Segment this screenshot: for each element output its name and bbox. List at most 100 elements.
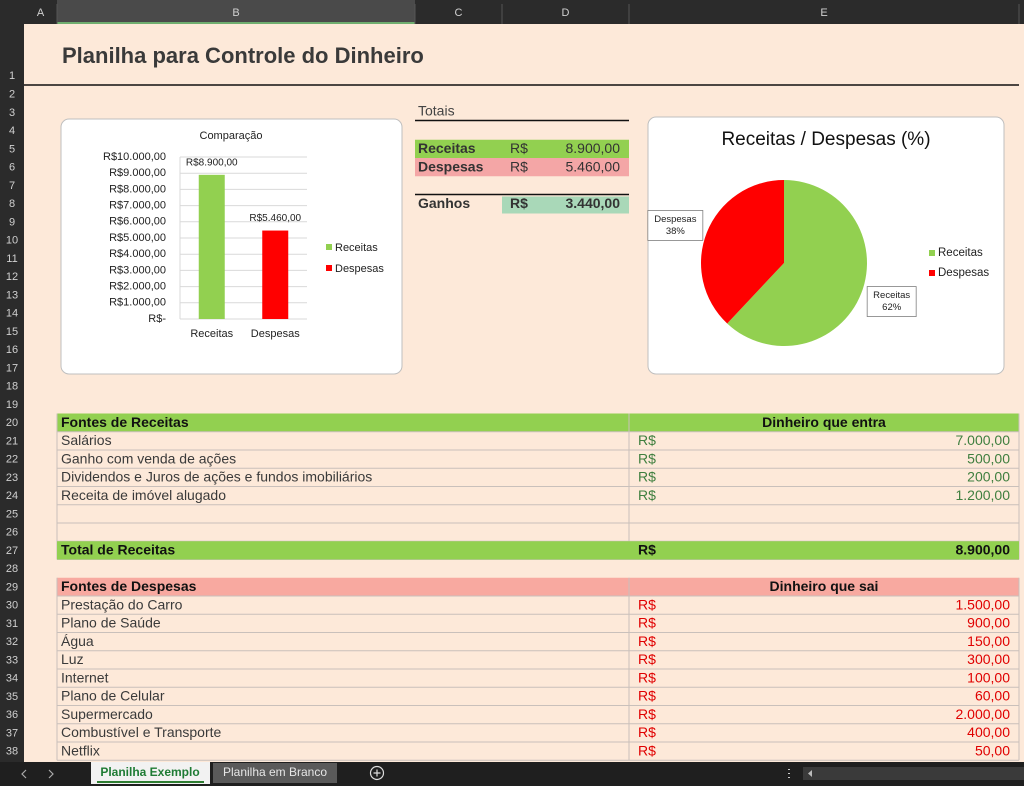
- row-header: 28: [6, 563, 18, 575]
- add-sheet-plus: [373, 769, 381, 777]
- pie-callout-name: Despesas: [654, 214, 696, 225]
- cell-text: Água: [61, 633, 94, 649]
- x-tick-label: Receitas: [190, 328, 233, 340]
- scroll-left-arrow[interactable]: [808, 770, 812, 777]
- totals-currency: R$: [510, 195, 528, 211]
- legend-swatch: [326, 265, 332, 271]
- legend-swatch: [929, 250, 935, 256]
- cell-text: Netflix: [61, 742, 100, 758]
- row-header: 1: [9, 70, 15, 82]
- totals-value: 3.440,00: [566, 195, 621, 211]
- cell-currency: R$: [638, 742, 656, 758]
- table-header-fill: [57, 413, 1019, 432]
- cell-currency: R$: [638, 688, 656, 704]
- pie-callout-value: 38%: [666, 226, 686, 237]
- selected-column-marker: [57, 22, 415, 24]
- row-header: 36: [6, 709, 18, 721]
- sheet-title: Planilha para Controle do Dinheiro: [62, 43, 424, 68]
- row-header: 13: [6, 289, 18, 301]
- cell-currency: R$: [638, 633, 656, 649]
- totals-label: Despesas: [418, 158, 484, 174]
- row-header: 6: [9, 162, 15, 174]
- row-header: 23: [6, 472, 18, 484]
- legend-label: Despesas: [335, 263, 384, 275]
- cell-text: Internet: [61, 669, 109, 685]
- cell-value: 1.500,00: [956, 596, 1011, 612]
- row-header: 26: [6, 527, 18, 539]
- cell-value: 2.000,00: [956, 706, 1011, 722]
- row-header: 12: [6, 271, 18, 283]
- cell-value: 100,00: [967, 669, 1010, 685]
- row-header: 8: [9, 198, 15, 210]
- cell-text: Ganho com venda de ações: [61, 450, 236, 466]
- legend-label: Despesas: [938, 267, 989, 279]
- cell-value: 300,00: [967, 651, 1010, 667]
- pie-slice: [727, 180, 867, 346]
- row-header: 17: [6, 362, 18, 374]
- table-header: Fontes de Despesas: [61, 578, 197, 594]
- y-tick-label: R$2.000,00: [109, 281, 166, 293]
- cell-currency: R$: [638, 651, 656, 667]
- scroll-tabs-left[interactable]: [21, 769, 27, 779]
- row-header: 29: [6, 581, 18, 593]
- cell-currency: R$: [638, 469, 656, 485]
- row-header: 16: [6, 344, 18, 356]
- row-header: 5: [9, 143, 15, 155]
- chart-title: Receitas / Despesas (%): [721, 129, 930, 150]
- add-sheet-button[interactable]: [369, 765, 385, 781]
- legend-swatch: [326, 244, 332, 250]
- legend-label: Receitas: [938, 247, 983, 259]
- legend-label: Receitas: [335, 242, 378, 254]
- row-header: 30: [6, 600, 18, 612]
- y-tick-label: R$3.000,00: [109, 264, 166, 276]
- cell-value: 400,00: [967, 724, 1010, 740]
- y-tick-label: R$9.000,00: [109, 167, 166, 179]
- sheet-tab[interactable]: [213, 763, 337, 783]
- cell-text: Supermercado: [61, 706, 153, 722]
- row-header: 35: [6, 691, 18, 703]
- pie-callout-box: [647, 210, 704, 241]
- row-header: 14: [6, 308, 18, 320]
- pie-callout-name: Receitas: [873, 290, 910, 301]
- cell-text: Total de Receitas: [61, 542, 175, 558]
- sheet-tab-active-underline: [97, 781, 204, 783]
- cell-value: 1.200,00: [956, 487, 1011, 503]
- row-header: 34: [6, 673, 18, 685]
- row-header: 33: [6, 654, 18, 666]
- horizontal-scrollbar[interactable]: [803, 767, 1024, 780]
- x-tick-label: Despesas: [251, 328, 300, 340]
- cell-value: 7.000,00: [956, 432, 1011, 448]
- row-header: 7: [9, 180, 15, 192]
- cell-value: 900,00: [967, 615, 1010, 631]
- row-header: 18: [6, 381, 18, 393]
- row-header: 4: [9, 125, 15, 137]
- selected-column-header: [57, 0, 415, 24]
- column-header: D: [562, 7, 570, 19]
- cell-currency: R$: [638, 542, 656, 558]
- row-header: 11: [6, 253, 17, 265]
- cell-text: Prestação do Carro: [61, 596, 183, 612]
- scroll-tabs-right[interactable]: [48, 769, 54, 779]
- cell-currency: R$: [638, 432, 656, 448]
- cell-value: 8.900,00: [956, 542, 1011, 558]
- totals-label: Ganhos: [418, 195, 470, 211]
- row-header: 32: [6, 636, 18, 648]
- cell-currency: R$: [638, 450, 656, 466]
- sheet-tab-active[interactable]: [91, 762, 210, 784]
- bar: [262, 230, 289, 319]
- y-tick-label: R$5.000,00: [109, 232, 166, 244]
- totals-result-fill: [502, 196, 629, 214]
- bar: [198, 174, 225, 319]
- bar-value-label: R$5.460,00: [249, 213, 301, 224]
- y-tick-label: R$4.000,00: [109, 248, 166, 260]
- cell-value: 60,00: [975, 688, 1010, 704]
- totals-label: Receitas: [418, 140, 476, 156]
- cell-currency: R$: [638, 487, 656, 503]
- totals-row-fill: [415, 158, 629, 177]
- sheet-tab-label: Planilha em Branco: [223, 765, 327, 779]
- cell-text: Plano de Saúde: [61, 615, 161, 631]
- totals-currency: R$: [510, 158, 528, 174]
- row-header: 21: [6, 435, 18, 447]
- row-header: 2: [9, 89, 15, 101]
- column-header: C: [455, 7, 463, 19]
